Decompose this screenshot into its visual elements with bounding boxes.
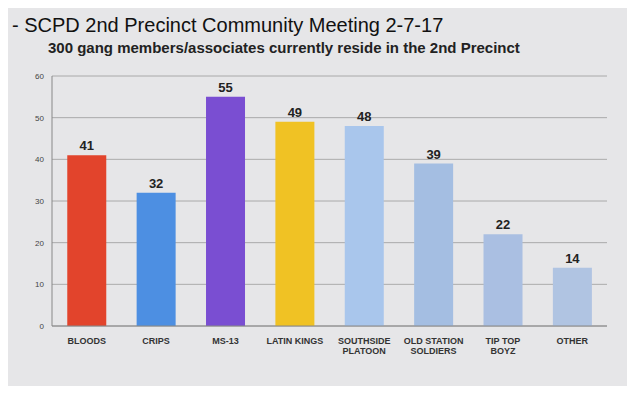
svg-text:39: 39: [426, 147, 440, 162]
svg-text:60: 60: [35, 72, 44, 81]
svg-text:50: 50: [35, 114, 44, 123]
svg-text:BLOODS: BLOODS: [67, 336, 106, 346]
svg-text:32: 32: [149, 176, 163, 191]
svg-text:10: 10: [35, 280, 44, 289]
svg-text:LATIN KINGS: LATIN KINGS: [266, 336, 323, 346]
svg-text:0: 0: [40, 322, 45, 331]
svg-text:49: 49: [288, 105, 302, 120]
svg-text:OLD STATIONSOLDIERS: OLD STATIONSOLDIERS: [404, 336, 464, 356]
svg-text:30: 30: [35, 197, 44, 206]
svg-text:41: 41: [80, 138, 94, 153]
svg-text:TIP TOPBOYZ: TIP TOPBOYZ: [486, 336, 521, 356]
svg-text:22: 22: [496, 217, 510, 232]
svg-text:40: 40: [35, 155, 44, 164]
svg-text:OTHER: OTHER: [557, 336, 589, 346]
svg-text:MS-13: MS-13: [212, 336, 239, 346]
html-text:300 gang members/associates cu: 300 gang members/associates currently re…: [48, 39, 520, 56]
svg-text:20: 20: [35, 239, 44, 248]
html-text:- SCPD 2nd Precinct Community: - SCPD 2nd Precinct Community Meeting 2-…: [12, 14, 444, 36]
svg-text:CRIPS: CRIPS: [142, 336, 170, 346]
svg-text:14: 14: [565, 251, 580, 266]
svg-text:SOUTHSIDEPLATOON: SOUTHSIDEPLATOON: [338, 336, 391, 356]
svg-text:55: 55: [218, 80, 232, 95]
svg-text:48: 48: [357, 109, 371, 124]
